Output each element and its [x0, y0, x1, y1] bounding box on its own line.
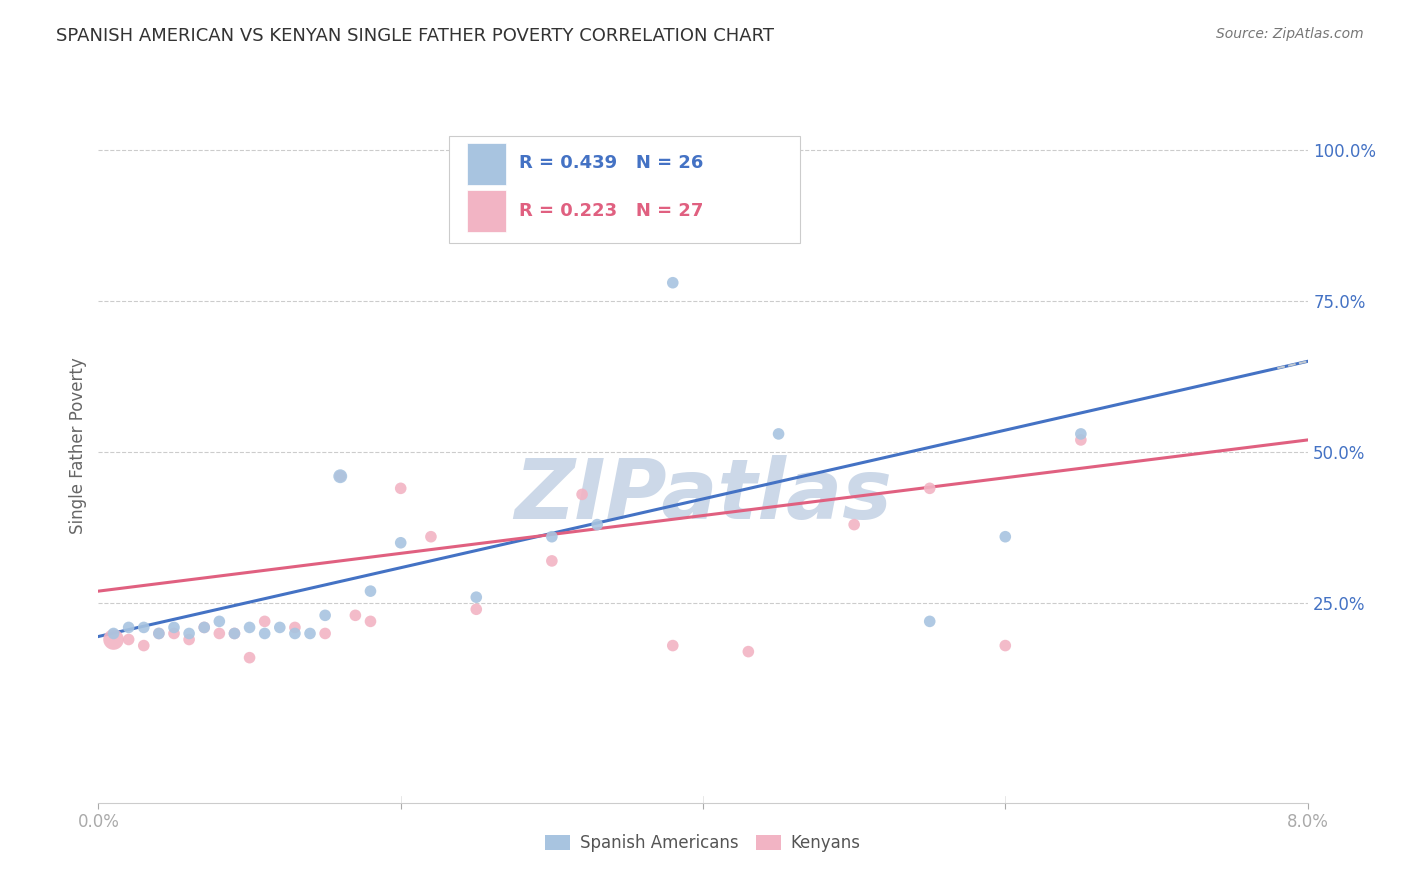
Point — [179, 626, 201, 640]
Point — [103, 632, 125, 647]
FancyBboxPatch shape — [467, 143, 506, 185]
Point — [299, 626, 322, 640]
Point — [768, 426, 790, 441]
Point — [571, 487, 593, 501]
Point — [844, 517, 866, 532]
Point — [1070, 426, 1092, 441]
FancyBboxPatch shape — [467, 190, 506, 232]
Point — [314, 626, 336, 640]
Point — [179, 632, 201, 647]
Point — [661, 276, 683, 290]
Text: R = 0.223   N = 27: R = 0.223 N = 27 — [519, 202, 703, 219]
Point — [389, 535, 412, 549]
Point — [253, 626, 276, 640]
Point — [540, 530, 562, 544]
Point — [360, 615, 382, 629]
Point — [163, 620, 186, 634]
Point — [918, 481, 941, 495]
Text: R = 0.439   N = 26: R = 0.439 N = 26 — [519, 153, 703, 171]
Point — [661, 639, 683, 653]
Text: SPANISH AMERICAN VS KENYAN SINGLE FATHER POVERTY CORRELATION CHART: SPANISH AMERICAN VS KENYAN SINGLE FATHER… — [56, 27, 775, 45]
Point — [329, 469, 352, 483]
Point — [132, 620, 155, 634]
Point — [389, 481, 412, 495]
Point — [118, 620, 141, 634]
Point — [163, 626, 186, 640]
Point — [224, 626, 246, 640]
Point — [193, 620, 215, 634]
Point — [586, 517, 609, 532]
Point — [420, 530, 443, 544]
Point — [208, 615, 231, 629]
Point — [148, 626, 170, 640]
Legend: Spanish Americans, Kenyans: Spanish Americans, Kenyans — [538, 828, 868, 859]
Point — [344, 608, 367, 623]
Text: ZIPatlas: ZIPatlas — [515, 456, 891, 536]
Point — [208, 626, 231, 640]
FancyBboxPatch shape — [449, 136, 800, 243]
Point — [284, 620, 307, 634]
Point — [314, 608, 336, 623]
Point — [239, 650, 262, 665]
Point — [465, 590, 488, 604]
Point — [1070, 433, 1092, 447]
Point — [103, 626, 125, 640]
Point — [329, 469, 352, 483]
Point — [269, 620, 291, 634]
Point — [994, 530, 1017, 544]
Point — [540, 554, 562, 568]
Y-axis label: Single Father Poverty: Single Father Poverty — [69, 358, 87, 534]
Point — [132, 639, 155, 653]
Point — [737, 645, 759, 659]
Point — [118, 632, 141, 647]
Point — [239, 620, 262, 634]
Point — [918, 615, 941, 629]
Point — [284, 626, 307, 640]
Point — [253, 615, 276, 629]
Point — [148, 626, 170, 640]
Point — [193, 620, 215, 634]
Point — [224, 626, 246, 640]
Point — [360, 584, 382, 599]
Point — [994, 639, 1017, 653]
Point — [465, 602, 488, 616]
Text: Source: ZipAtlas.com: Source: ZipAtlas.com — [1216, 27, 1364, 41]
